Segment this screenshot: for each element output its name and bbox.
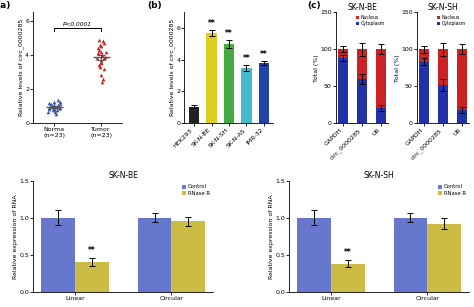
Point (97, 59, 104, 64)
Y-axis label: Total (%): Total (%) (314, 54, 319, 82)
Point (55, 106, 63, 111)
Point (50, 107, 57, 112)
Y-axis label: Relative expression of RNA: Relative expression of RNA (13, 194, 18, 278)
Point (52, 104, 59, 109)
Y-axis label: Relative expression of RNA: Relative expression of RNA (269, 194, 274, 278)
Text: (a): (a) (0, 1, 10, 10)
Title: SK-N-BE: SK-N-BE (109, 171, 138, 180)
Point (94, 51, 101, 56)
Bar (428, 224, 461, 292)
Bar (419, 62, 429, 123)
Bar (393, 218, 428, 292)
Legend: Control, RNase R: Control, RNase R (437, 183, 466, 197)
Point (56, 101, 64, 106)
Point (45, 109, 52, 114)
Text: (c): (c) (307, 1, 320, 10)
Text: **: ** (88, 247, 96, 255)
Legend: Control, RNase R: Control, RNase R (181, 183, 211, 197)
Point (45, 101, 53, 106)
Point (47, 103, 55, 108)
Point (100, 66, 108, 71)
Y-axis label: Relative levels of circ_0000285: Relative levels of circ_0000285 (169, 19, 175, 116)
Point (95, 63, 103, 68)
Point (51, 110, 58, 115)
Point (99, 76, 107, 81)
Bar (259, 63, 269, 123)
Point (98, 52, 106, 57)
Bar (224, 44, 234, 123)
Bar (138, 218, 172, 292)
Bar (419, 49, 429, 62)
Bar (357, 79, 367, 123)
Point (49, 107, 56, 112)
Point (53, 108, 61, 113)
Bar (41, 218, 75, 292)
Bar (376, 108, 386, 123)
Point (50, 99, 58, 104)
Text: **: ** (260, 50, 268, 59)
Point (97, 49, 104, 54)
Point (102, 49, 110, 54)
Point (53, 111, 60, 116)
Point (96, 42, 103, 47)
Bar (457, 110, 467, 123)
Point (54, 98, 62, 103)
Bar (241, 68, 252, 123)
Bar (438, 49, 448, 85)
Bar (457, 49, 467, 110)
Bar (357, 49, 367, 79)
Point (98, 44, 105, 49)
Text: **: ** (344, 248, 352, 257)
Point (100, 56, 108, 61)
Title: SK-N-BE: SK-N-BE (347, 2, 377, 11)
Point (54, 103, 62, 108)
Bar (189, 107, 199, 123)
Point (96, 64, 103, 69)
Point (47, 102, 55, 107)
Point (93, 56, 100, 61)
Point (46, 106, 53, 111)
Y-axis label: Total (%): Total (%) (395, 54, 400, 82)
Bar (297, 218, 331, 292)
Point (56, 100, 64, 105)
Bar (206, 33, 217, 123)
Legend: Nucleus, Cytoplasm: Nucleus, Cytoplasm (355, 14, 386, 27)
Point (96, 37, 103, 42)
Point (96, 47, 103, 52)
Point (97, 61, 104, 66)
Bar (438, 85, 448, 123)
Point (100, 39, 107, 44)
Bar (376, 49, 386, 108)
Point (100, 41, 108, 45)
Point (48, 104, 55, 109)
Text: **: ** (225, 29, 233, 38)
Point (50, 104, 57, 109)
Point (50, 102, 58, 107)
Title: SK-N-SH: SK-N-SH (428, 2, 458, 11)
Text: **: ** (208, 19, 215, 28)
Point (101, 54, 109, 59)
Text: **: ** (243, 54, 250, 63)
Point (98, 80, 106, 85)
Bar (331, 264, 365, 292)
Point (48, 105, 55, 110)
Bar (75, 262, 109, 292)
Point (97, 58, 105, 63)
Bar (338, 49, 347, 58)
Text: (b): (b) (147, 1, 162, 10)
Point (56, 105, 64, 110)
Bar (172, 221, 205, 292)
Point (97, 73, 105, 78)
Point (45, 106, 53, 111)
Bar (338, 58, 347, 123)
Y-axis label: Relative levels of circ_0000285: Relative levels of circ_0000285 (18, 19, 24, 116)
Legend: Nucleus, Cytoplasm: Nucleus, Cytoplasm (436, 14, 467, 27)
Title: SK-N-SH: SK-N-SH (364, 171, 394, 180)
Text: P<0.0001: P<0.0001 (63, 22, 92, 27)
Point (95, 46, 102, 51)
